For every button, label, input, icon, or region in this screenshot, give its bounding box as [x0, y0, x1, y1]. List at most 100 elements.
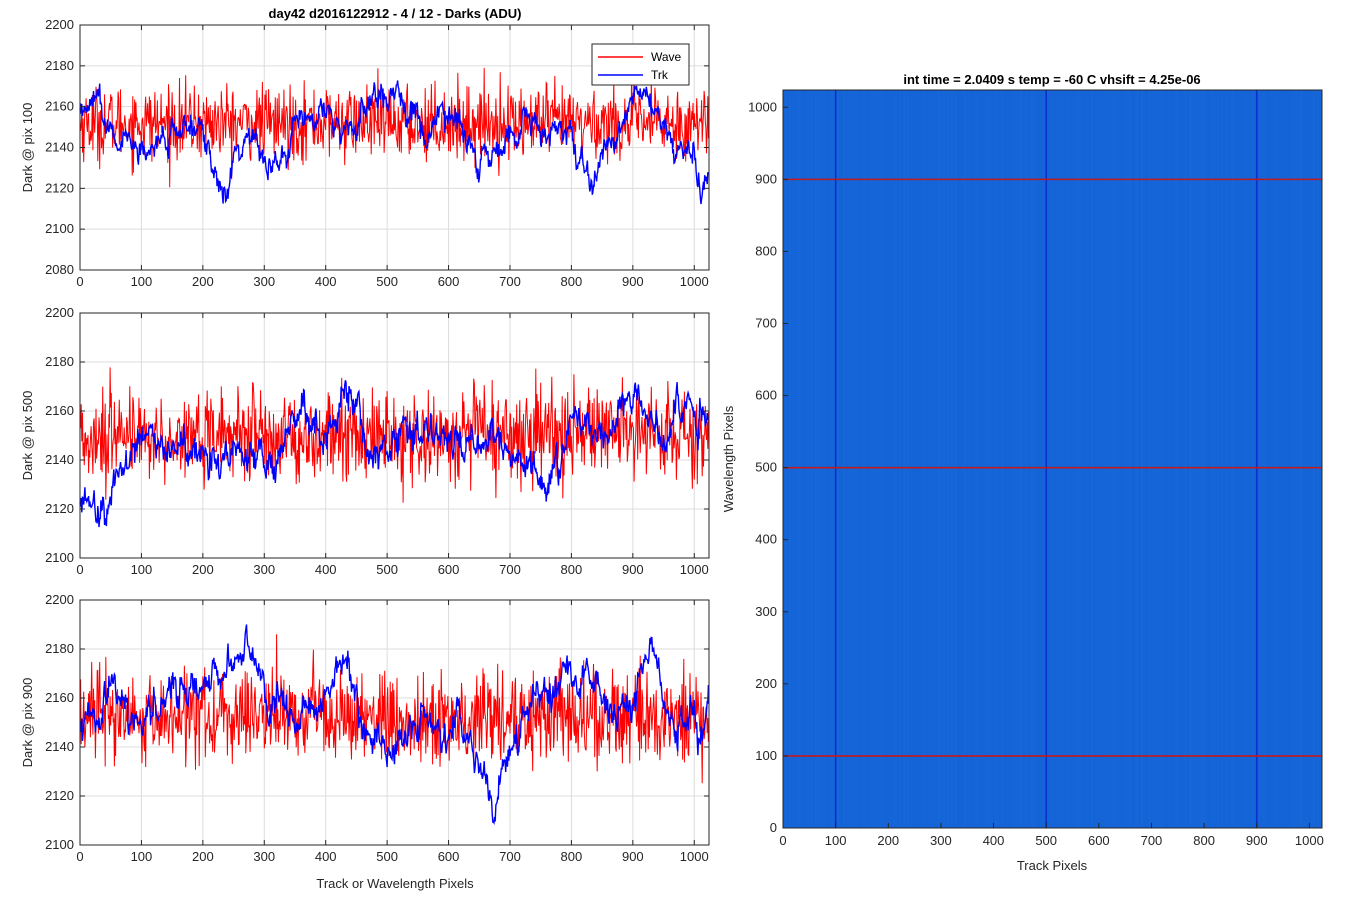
y-tick-label: 2100 [45, 837, 74, 852]
image-texture-column [849, 90, 851, 828]
image-x-tick-label: 100 [825, 833, 847, 848]
image-texture-column [1185, 90, 1187, 828]
y-tick-label: 2140 [45, 739, 74, 754]
image-texture-column [1193, 90, 1195, 828]
image-texture-column [1277, 90, 1279, 828]
image-texture-column [1099, 90, 1101, 828]
panel-dark-pix-500: 0 100 200 300 400 500 600 700 800 900 1000 2100 2120… [20, 305, 710, 577]
x-tick-label: 900 [622, 562, 644, 577]
image-y-tick-label: 800 [755, 243, 777, 258]
image-texture-column [881, 90, 883, 828]
image-texture-column [1125, 90, 1127, 828]
x-tick-label: 100 [131, 274, 153, 289]
image-texture-column [1211, 90, 1213, 828]
y-tick-label: 2120 [45, 788, 74, 803]
image-texture-column [869, 90, 871, 828]
image-texture-column [1057, 90, 1059, 828]
image-texture-column [1141, 90, 1143, 828]
image-texture-column [1003, 90, 1005, 828]
image-texture-column [915, 90, 917, 828]
image-texture-column [809, 90, 811, 828]
image-texture-column [1205, 90, 1207, 828]
x-tick-label: 200 [192, 274, 214, 289]
image-texture-column [1307, 90, 1309, 828]
image-texture-column [1199, 90, 1201, 828]
axes-frame [79, 312, 710, 559]
image-texture-column [1291, 90, 1293, 828]
image-texture-column [1147, 90, 1149, 828]
image-texture-column [1221, 90, 1223, 828]
image-texture-column [1083, 90, 1085, 828]
image-texture-column [863, 90, 865, 828]
x-tick-label: 400 [315, 562, 337, 577]
x-tick-label: 1000 [680, 849, 709, 864]
legend: Wave Trk [591, 43, 690, 86]
image-texture-column [1293, 90, 1295, 828]
legend-wave-label: Wave [651, 50, 682, 64]
image-texture-column [859, 90, 861, 828]
image-texture-column [1247, 90, 1249, 828]
image-texture-column [855, 90, 857, 828]
image-texture-column [1163, 90, 1165, 828]
image-texture-column [857, 90, 859, 828]
x-tick-label: 0 [76, 274, 83, 289]
image-texture-column [1119, 90, 1121, 828]
x-tick-label: 100 [131, 849, 153, 864]
image-texture-column [979, 90, 981, 828]
image-texture-column [797, 90, 799, 828]
image-texture-column [943, 90, 945, 828]
panel-dark-pix-900: 0 100 200 300 400 500 600 700 800 900 1000 2100 2120… [20, 592, 710, 864]
image-texture-column [1091, 90, 1093, 828]
image-texture-column [985, 90, 987, 828]
image-texture-column [1241, 90, 1243, 828]
x-tick-label: 800 [561, 849, 583, 864]
image-texture-column [897, 90, 899, 828]
image-texture-column [1071, 90, 1073, 828]
image-texture-column [1181, 90, 1183, 828]
image-texture-column [1267, 90, 1269, 828]
image-texture-column [1085, 90, 1087, 828]
image-texture-column [871, 90, 873, 828]
y-tick-label: 2140 [45, 452, 74, 467]
image-texture-column [981, 90, 983, 828]
image-texture-column [891, 90, 893, 828]
image-texture-column [1227, 90, 1229, 828]
image-texture-column [1135, 90, 1137, 828]
image-texture-column [825, 90, 827, 828]
image-texture-column [1177, 90, 1179, 828]
image-texture-column [1237, 90, 1239, 828]
image-texture-column [1213, 90, 1215, 828]
image-x-tick-label: 0 [779, 833, 786, 848]
image-texture-column [887, 90, 889, 828]
image-texture-column [811, 90, 813, 828]
y-tick-label: 2200 [45, 17, 74, 32]
image-texture-column [1279, 90, 1281, 828]
image-texture-column [803, 90, 805, 828]
image-texture-column [927, 90, 929, 828]
image-texture-column [799, 90, 801, 828]
image-texture-column [973, 90, 975, 828]
image-texture-column [1041, 90, 1043, 828]
image-texture-column [845, 90, 847, 828]
image-texture-column [1019, 90, 1021, 828]
image-y-tick-label: 500 [755, 460, 777, 475]
image-texture-column [1285, 90, 1287, 828]
image-texture-column [947, 90, 949, 828]
series-trk-line [79, 380, 709, 528]
image-texture-column [1231, 90, 1233, 828]
image-texture-column [1013, 90, 1015, 828]
image-texture-column [873, 90, 875, 828]
image-texture-column [1127, 90, 1129, 828]
image-texture-column [931, 90, 933, 828]
y-tick-label: 2120 [45, 501, 74, 516]
image-y-tick-label: 700 [755, 316, 777, 331]
image-texture-column [879, 90, 881, 828]
image-texture-column [1113, 90, 1115, 828]
y-tick-label: 2200 [45, 305, 74, 320]
image-texture-column [1153, 90, 1155, 828]
image-texture-column [1073, 90, 1075, 828]
image-texture-column [819, 90, 821, 828]
x-tick-label: 600 [438, 274, 460, 289]
x-tick-label: 400 [315, 274, 337, 289]
